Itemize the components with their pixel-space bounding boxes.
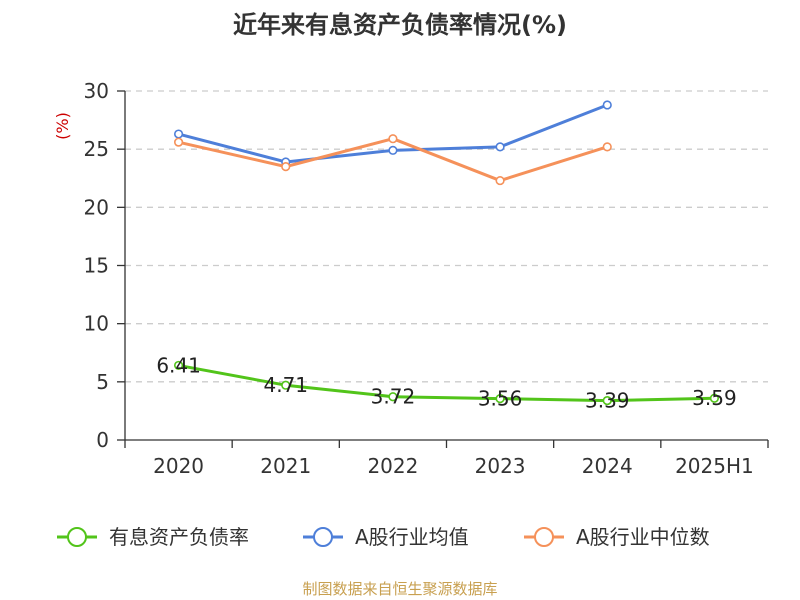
data-label: 4.71 — [263, 373, 308, 397]
x-tick-label: 2024 — [582, 454, 633, 478]
y-axis-unit-label: (%) — [53, 112, 72, 140]
data-point — [709, 393, 720, 403]
series-line-2 — [178, 137, 608, 183]
chart-title: 近年来有息资产负债率情况(%) — [233, 11, 567, 39]
x-tick-label: 2023 — [475, 454, 526, 478]
x-tick-label: 2022 — [367, 454, 418, 478]
legend-label: A股行业中位数 — [576, 525, 710, 549]
y-tick-label: 20 — [84, 195, 109, 219]
data-point — [495, 175, 505, 186]
legend-label: A股行业均值 — [355, 525, 469, 549]
legend-label: 有息资产负债率 — [109, 525, 249, 549]
series-layer — [173, 100, 720, 406]
data-point — [602, 100, 612, 110]
data-label: 3.56 — [478, 387, 523, 411]
legend-marker — [313, 527, 333, 547]
y-tick-label: 25 — [84, 137, 109, 161]
legend-marker — [534, 527, 554, 547]
y-tick-label: 30 — [84, 79, 109, 103]
data-point — [281, 380, 291, 390]
y-tick-label: 15 — [84, 254, 109, 278]
data-point — [602, 395, 612, 406]
x-tick-label: 2020 — [153, 454, 204, 478]
data-point — [388, 392, 398, 402]
gridlines — [125, 90, 768, 383]
y-tick-label: 0 — [96, 428, 109, 452]
data-point — [388, 145, 398, 155]
data-label: 3.59 — [692, 386, 737, 410]
data-point — [602, 142, 612, 152]
series-line-0 — [178, 363, 715, 403]
x-tick-label: 2025H1 — [675, 454, 754, 478]
data-point — [495, 393, 505, 404]
data-point — [281, 162, 291, 172]
source-note: 制图数据来自恒生聚源数据库 — [302, 580, 497, 598]
y-tick-label: 10 — [84, 312, 109, 336]
x-tick-label: 2021 — [260, 454, 311, 478]
data-labels: 6.41 4.71 3.72 3.56 3.39 3.59 — [156, 353, 736, 412]
y-tick-label: 5 — [96, 370, 109, 394]
data-point — [173, 137, 184, 147]
data-label: 3.39 — [585, 389, 630, 413]
legend: 有息资产负债率 A股行业均值 A股行业中位数 — [57, 525, 710, 549]
data-point — [173, 129, 184, 139]
data-label: 6.41 — [156, 353, 201, 377]
data-point — [388, 134, 398, 144]
data-label: 3.72 — [371, 385, 416, 409]
axes: 0 5 10 15 20 25 30 2020 2021 2022 2023 2024 2025H1 — [84, 79, 769, 478]
data-point — [495, 142, 505, 152]
data-point — [173, 360, 184, 371]
legend-marker — [67, 527, 87, 547]
